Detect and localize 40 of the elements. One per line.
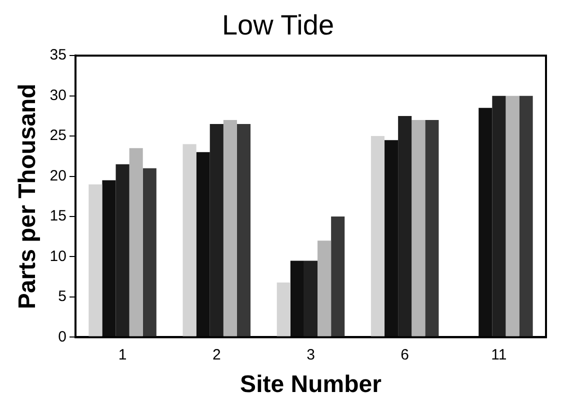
- y-tick-label: 25: [50, 127, 66, 144]
- bar: [519, 96, 533, 337]
- y-tick-label: 30: [50, 86, 66, 104]
- x-tick-label: 1: [118, 346, 127, 364]
- bar: [196, 152, 210, 337]
- chart-title: Low Tide: [222, 10, 334, 41]
- bar: [318, 240, 332, 337]
- bar: [425, 120, 439, 337]
- bar: [506, 96, 520, 337]
- y-tick-label: 5: [58, 288, 66, 306]
- bar: [223, 120, 237, 337]
- bar: [182, 144, 196, 337]
- bar: [116, 164, 130, 337]
- bar: [384, 140, 398, 337]
- x-tick-label: 6: [400, 346, 410, 364]
- x-tick-label: 2: [212, 346, 221, 364]
- bar: [142, 168, 156, 337]
- y-tick-label: 35: [50, 46, 66, 64]
- bar: [331, 216, 345, 337]
- y-tick-label: 15: [50, 208, 66, 225]
- bar: [102, 180, 116, 337]
- x-tick-label: 3: [306, 346, 315, 364]
- y-tick-label: 20: [50, 167, 66, 184]
- bar: [236, 124, 251, 337]
- x-axis-title: Site Number: [240, 371, 382, 398]
- y-tick-label: 0: [58, 328, 66, 346]
- bar: [129, 148, 143, 337]
- bar: [88, 184, 102, 337]
- bar: [412, 120, 426, 337]
- bar: [492, 96, 506, 337]
- y-axis-title: Parts per Thousand: [14, 84, 42, 310]
- bar: [276, 282, 290, 337]
- bar: [398, 116, 412, 337]
- bar: [370, 136, 385, 337]
- bar: [210, 124, 224, 337]
- x-tick-label: 11: [491, 346, 507, 364]
- y-tick-label: 10: [50, 248, 66, 265]
- bar: [304, 260, 318, 337]
- bar: [290, 260, 304, 337]
- bar: [478, 108, 492, 337]
